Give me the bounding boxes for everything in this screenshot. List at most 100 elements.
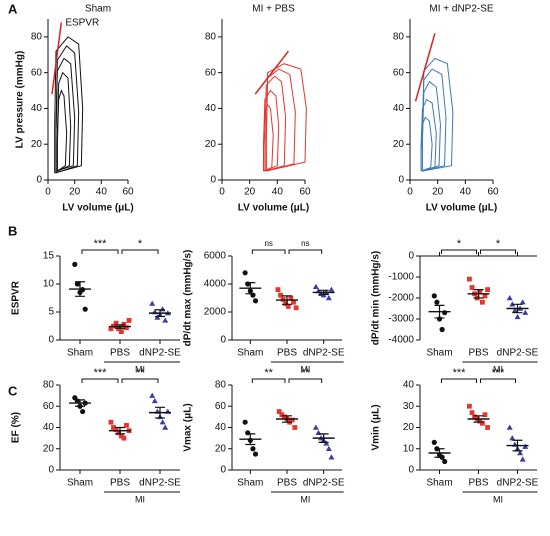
- x-tick-label: PBS: [110, 478, 130, 489]
- dot: [431, 439, 437, 445]
- x-axis-label: LV volume (μL): [62, 203, 134, 214]
- y-tick-label: 80: [205, 32, 217, 43]
- significance-label: **: [301, 367, 310, 379]
- dot: [506, 424, 513, 430]
- y-tick-label: -1000: [388, 272, 414, 283]
- sem-bar: [155, 406, 165, 419]
- sem-bar: [473, 415, 484, 423]
- significance-label: ***: [94, 367, 108, 379]
- dot: [121, 435, 127, 441]
- dot: [279, 412, 285, 418]
- dot: [154, 314, 161, 320]
- y-tick-label: 0: [220, 335, 226, 346]
- significance-bracket: [251, 378, 286, 383]
- group-label: MI: [135, 364, 145, 374]
- espvr-line: [51, 22, 63, 95]
- dot: [283, 301, 289, 306]
- x-tick-label: 60: [299, 187, 311, 198]
- x-tick-label: PBS: [468, 348, 488, 359]
- x-tick-label: 0: [219, 187, 225, 198]
- dot: [509, 301, 516, 307]
- dot: [242, 419, 248, 425]
- pv-loop: [264, 75, 287, 172]
- dot: [480, 420, 485, 426]
- x-tick-label: dNP2-SE: [303, 478, 345, 489]
- y-tick-label: 0: [220, 465, 226, 476]
- y-tick-label: 40: [393, 103, 405, 114]
- pv-loop: [55, 57, 76, 172]
- y-tick-label: -4000: [388, 335, 414, 346]
- sem-bar: [282, 415, 292, 423]
- dot: [434, 299, 440, 305]
- y-tick-label: 6000: [204, 251, 227, 262]
- dot: [118, 329, 124, 334]
- y-axis-label: ESPVR: [11, 280, 22, 315]
- y-tick-label: -3000: [388, 314, 414, 325]
- significance-bracket: [441, 378, 477, 383]
- dot: [485, 287, 490, 292]
- dot: [289, 417, 295, 423]
- x-tick-label: 20: [432, 187, 444, 198]
- sem-bar: [245, 282, 256, 295]
- dot: [467, 403, 472, 409]
- sem-bar: [318, 289, 329, 296]
- significance-label: **: [136, 367, 145, 379]
- chart-title: MI + dNP2-SE: [429, 4, 494, 15]
- x-tick-label: 20: [69, 187, 81, 198]
- dot: [82, 306, 88, 312]
- y-tick-label: 60: [393, 67, 405, 78]
- dot: [72, 261, 78, 267]
- significance-bracket: [480, 378, 516, 383]
- y-axis-label: dP/dt min (mmHg/s): [371, 251, 382, 345]
- significance-label: *: [138, 238, 143, 250]
- dot: [151, 397, 158, 404]
- y-axis-label: LV pressure (mmHg): [15, 51, 26, 149]
- group-label: MI: [135, 494, 145, 504]
- y-tick-label: 10: [43, 279, 55, 290]
- dot: [80, 408, 86, 415]
- x-tick-label: 0: [407, 187, 413, 198]
- x-tick-label: Sham: [237, 348, 263, 359]
- significance-bracket: [81, 378, 119, 383]
- dot: [74, 281, 80, 287]
- dot: [108, 326, 114, 332]
- sem-bar: [245, 433, 256, 446]
- significance-label: *: [457, 238, 462, 250]
- sem-bar: [512, 439, 523, 452]
- significance-label: ***: [453, 367, 467, 379]
- x-tick-label: dNP2-SE: [139, 478, 181, 489]
- panel-label: C: [8, 383, 18, 398]
- dot: [278, 292, 283, 298]
- y-tick-label: 20: [215, 443, 227, 454]
- significance-label: ***: [94, 238, 108, 250]
- dot: [522, 309, 529, 315]
- significance-bracket: [81, 249, 119, 254]
- y-tick-label: 60: [43, 401, 55, 412]
- significance-label: ns: [264, 239, 272, 248]
- x-tick-label: Sham: [426, 348, 452, 359]
- x-tick-label: 20: [244, 187, 256, 198]
- y-tick-label: 40: [31, 103, 43, 114]
- y-tick-label: 2000: [204, 307, 227, 318]
- panel-label: B: [8, 223, 17, 238]
- dot: [293, 305, 299, 311]
- pv-loop: [263, 103, 274, 172]
- y-tick-label: 20: [393, 139, 405, 150]
- dot: [323, 440, 330, 446]
- panel-label: A: [8, 1, 18, 16]
- dot: [509, 435, 516, 441]
- group-label: MI: [493, 364, 503, 374]
- x-tick-label: 40: [272, 187, 284, 198]
- pv-loop: [56, 89, 68, 172]
- dot: [325, 295, 332, 301]
- dot: [472, 414, 477, 420]
- x-tick-label: 40: [460, 187, 472, 198]
- dot: [159, 419, 166, 425]
- dot: [282, 414, 287, 420]
- group-label: MI: [300, 364, 310, 374]
- dot: [477, 418, 483, 424]
- y-tick-label: 10: [403, 443, 415, 454]
- dot: [517, 450, 524, 456]
- y-tick-label: 4000: [204, 279, 227, 290]
- dot: [118, 433, 124, 439]
